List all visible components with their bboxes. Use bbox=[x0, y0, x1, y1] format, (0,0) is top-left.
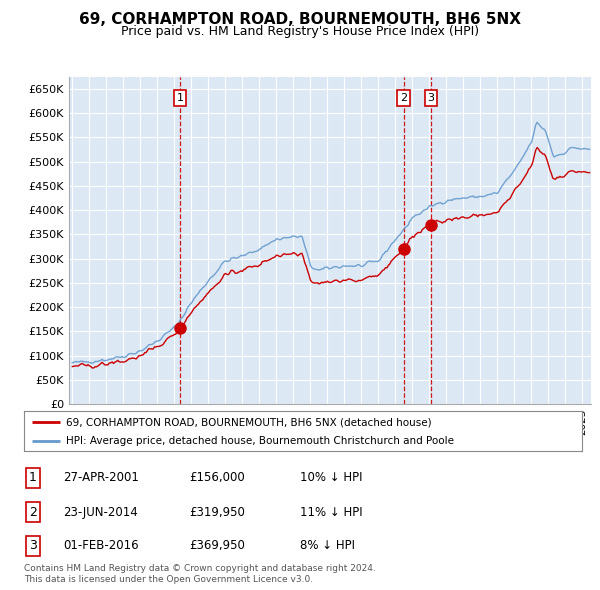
Text: 3: 3 bbox=[427, 93, 434, 103]
Text: 23-JUN-2014: 23-JUN-2014 bbox=[63, 506, 138, 519]
Text: 69, CORHAMPTON ROAD, BOURNEMOUTH, BH6 5NX: 69, CORHAMPTON ROAD, BOURNEMOUTH, BH6 5N… bbox=[79, 12, 521, 27]
Text: 10% ↓ HPI: 10% ↓ HPI bbox=[300, 471, 362, 484]
Text: 1: 1 bbox=[29, 471, 37, 484]
Text: 3: 3 bbox=[29, 539, 37, 552]
Text: 01-FEB-2016: 01-FEB-2016 bbox=[63, 539, 139, 552]
Text: £369,950: £369,950 bbox=[189, 539, 245, 552]
Text: 8% ↓ HPI: 8% ↓ HPI bbox=[300, 539, 355, 552]
Text: Price paid vs. HM Land Registry's House Price Index (HPI): Price paid vs. HM Land Registry's House … bbox=[121, 25, 479, 38]
Text: £319,950: £319,950 bbox=[189, 506, 245, 519]
Text: 69, CORHAMPTON ROAD, BOURNEMOUTH, BH6 5NX (detached house): 69, CORHAMPTON ROAD, BOURNEMOUTH, BH6 5N… bbox=[66, 417, 431, 427]
Text: Contains HM Land Registry data © Crown copyright and database right 2024.: Contains HM Land Registry data © Crown c… bbox=[24, 565, 376, 573]
Text: 1: 1 bbox=[176, 93, 184, 103]
Text: This data is licensed under the Open Government Licence v3.0.: This data is licensed under the Open Gov… bbox=[24, 575, 313, 584]
Text: 2: 2 bbox=[29, 506, 37, 519]
Text: £156,000: £156,000 bbox=[189, 471, 245, 484]
Text: HPI: Average price, detached house, Bournemouth Christchurch and Poole: HPI: Average price, detached house, Bour… bbox=[66, 435, 454, 445]
Text: 2: 2 bbox=[400, 93, 407, 103]
Text: 27-APR-2001: 27-APR-2001 bbox=[63, 471, 139, 484]
Text: 11% ↓ HPI: 11% ↓ HPI bbox=[300, 506, 362, 519]
